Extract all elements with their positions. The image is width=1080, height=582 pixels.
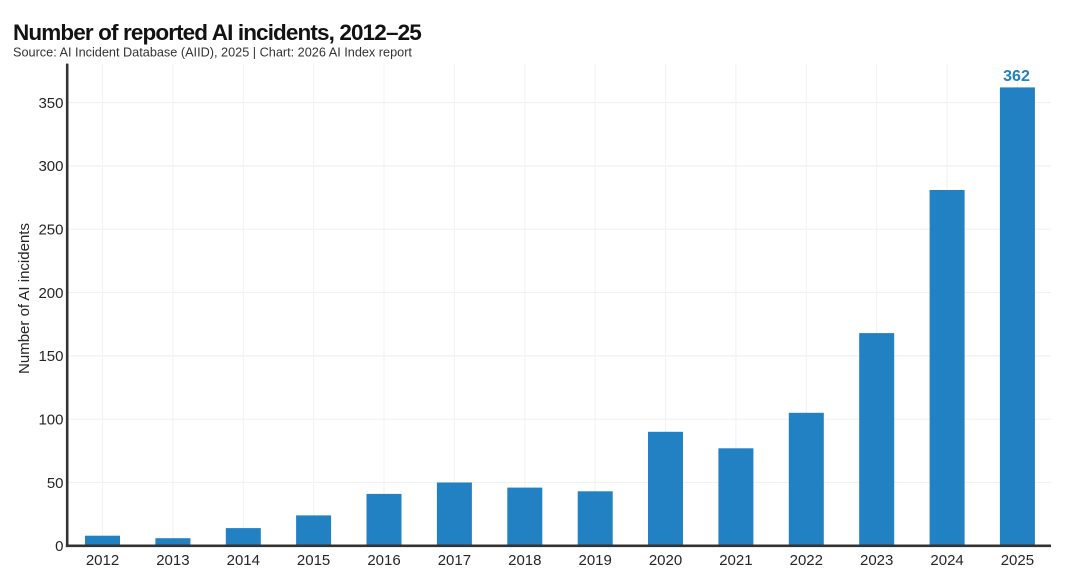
svg-text:200: 200 (38, 285, 63, 302)
svg-text:2014: 2014 (227, 552, 260, 569)
svg-text:2018: 2018 (508, 552, 541, 569)
svg-text:362: 362 (1003, 68, 1030, 85)
svg-text:2023: 2023 (860, 552, 893, 569)
svg-text:2024: 2024 (930, 552, 963, 569)
svg-text:Number of reported AI incident: Number of reported AI incidents, 2012–25 (13, 20, 421, 45)
svg-text:2020: 2020 (649, 552, 682, 569)
svg-text:100: 100 (38, 412, 63, 429)
svg-text:2025: 2025 (1001, 552, 1034, 569)
svg-text:2019: 2019 (579, 552, 612, 569)
svg-text:2015: 2015 (297, 552, 330, 569)
svg-text:2012: 2012 (86, 552, 119, 569)
svg-text:2013: 2013 (156, 552, 189, 569)
svg-text:150: 150 (38, 348, 63, 365)
svg-text:0: 0 (55, 538, 63, 555)
svg-text:300: 300 (38, 158, 63, 175)
svg-text:Number of AI incidents: Number of AI incidents (16, 223, 33, 374)
svg-text:Source: AI Incident Database (: Source: AI Incident Database (AIID), 202… (13, 45, 412, 59)
svg-text:2021: 2021 (719, 552, 752, 569)
svg-text:2022: 2022 (790, 552, 823, 569)
svg-text:2017: 2017 (438, 552, 471, 569)
svg-text:2016: 2016 (367, 552, 400, 569)
svg-text:350: 350 (38, 95, 63, 112)
svg-text:50: 50 (47, 475, 64, 492)
svg-text:250: 250 (38, 222, 63, 239)
